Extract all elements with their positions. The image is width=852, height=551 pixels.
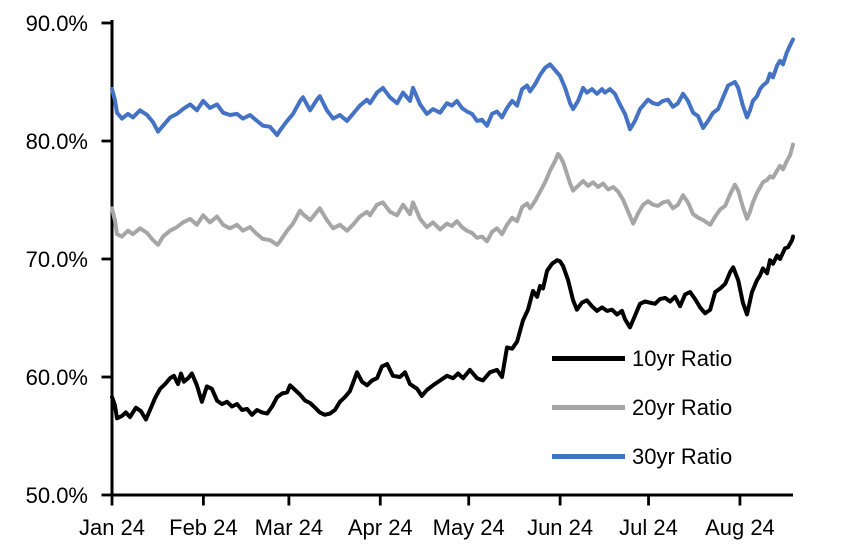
y-axis-label: 50.0% [26, 483, 88, 508]
x-axis-label: Aug 24 [705, 515, 775, 540]
legend-item-10yr: 10yr Ratio [552, 334, 732, 383]
legend-item-30yr: 30yr Ratio [552, 432, 732, 481]
series-line-20yr [110, 142, 795, 247]
x-axis-label: Jul 24 [619, 515, 678, 540]
series-line-30yr [110, 37, 795, 138]
legend: 10yr Ratio 20yr Ratio 30yr Ratio [552, 334, 732, 481]
legend-label-30yr: 30yr Ratio [632, 443, 733, 469]
x-axis-label: May 24 [433, 515, 505, 540]
legend-line-swatch-30yr [552, 454, 625, 459]
legend-line-swatch-20yr [552, 405, 625, 410]
x-axis-label: Jun 24 [527, 515, 593, 540]
x-axis-label: Feb 24 [169, 515, 238, 540]
series-line-10yr [110, 234, 795, 422]
y-axis-label: 70.0% [26, 247, 88, 272]
y-axis-label: 80.0% [26, 129, 88, 154]
legend-label-10yr: 10yr Ratio [632, 345, 733, 371]
legend-label-20yr: 20yr Ratio [632, 394, 733, 420]
x-axis-label: Jan 24 [79, 515, 145, 540]
y-axis-label: 60.0% [26, 365, 88, 390]
legend-line-swatch-10yr [552, 356, 625, 361]
legend-item-20yr: 20yr Ratio [552, 383, 732, 432]
x-axis-label: Mar 24 [255, 515, 323, 540]
y-axis-label: 90.0% [26, 11, 88, 36]
x-axis-label: Apr 24 [348, 515, 413, 540]
